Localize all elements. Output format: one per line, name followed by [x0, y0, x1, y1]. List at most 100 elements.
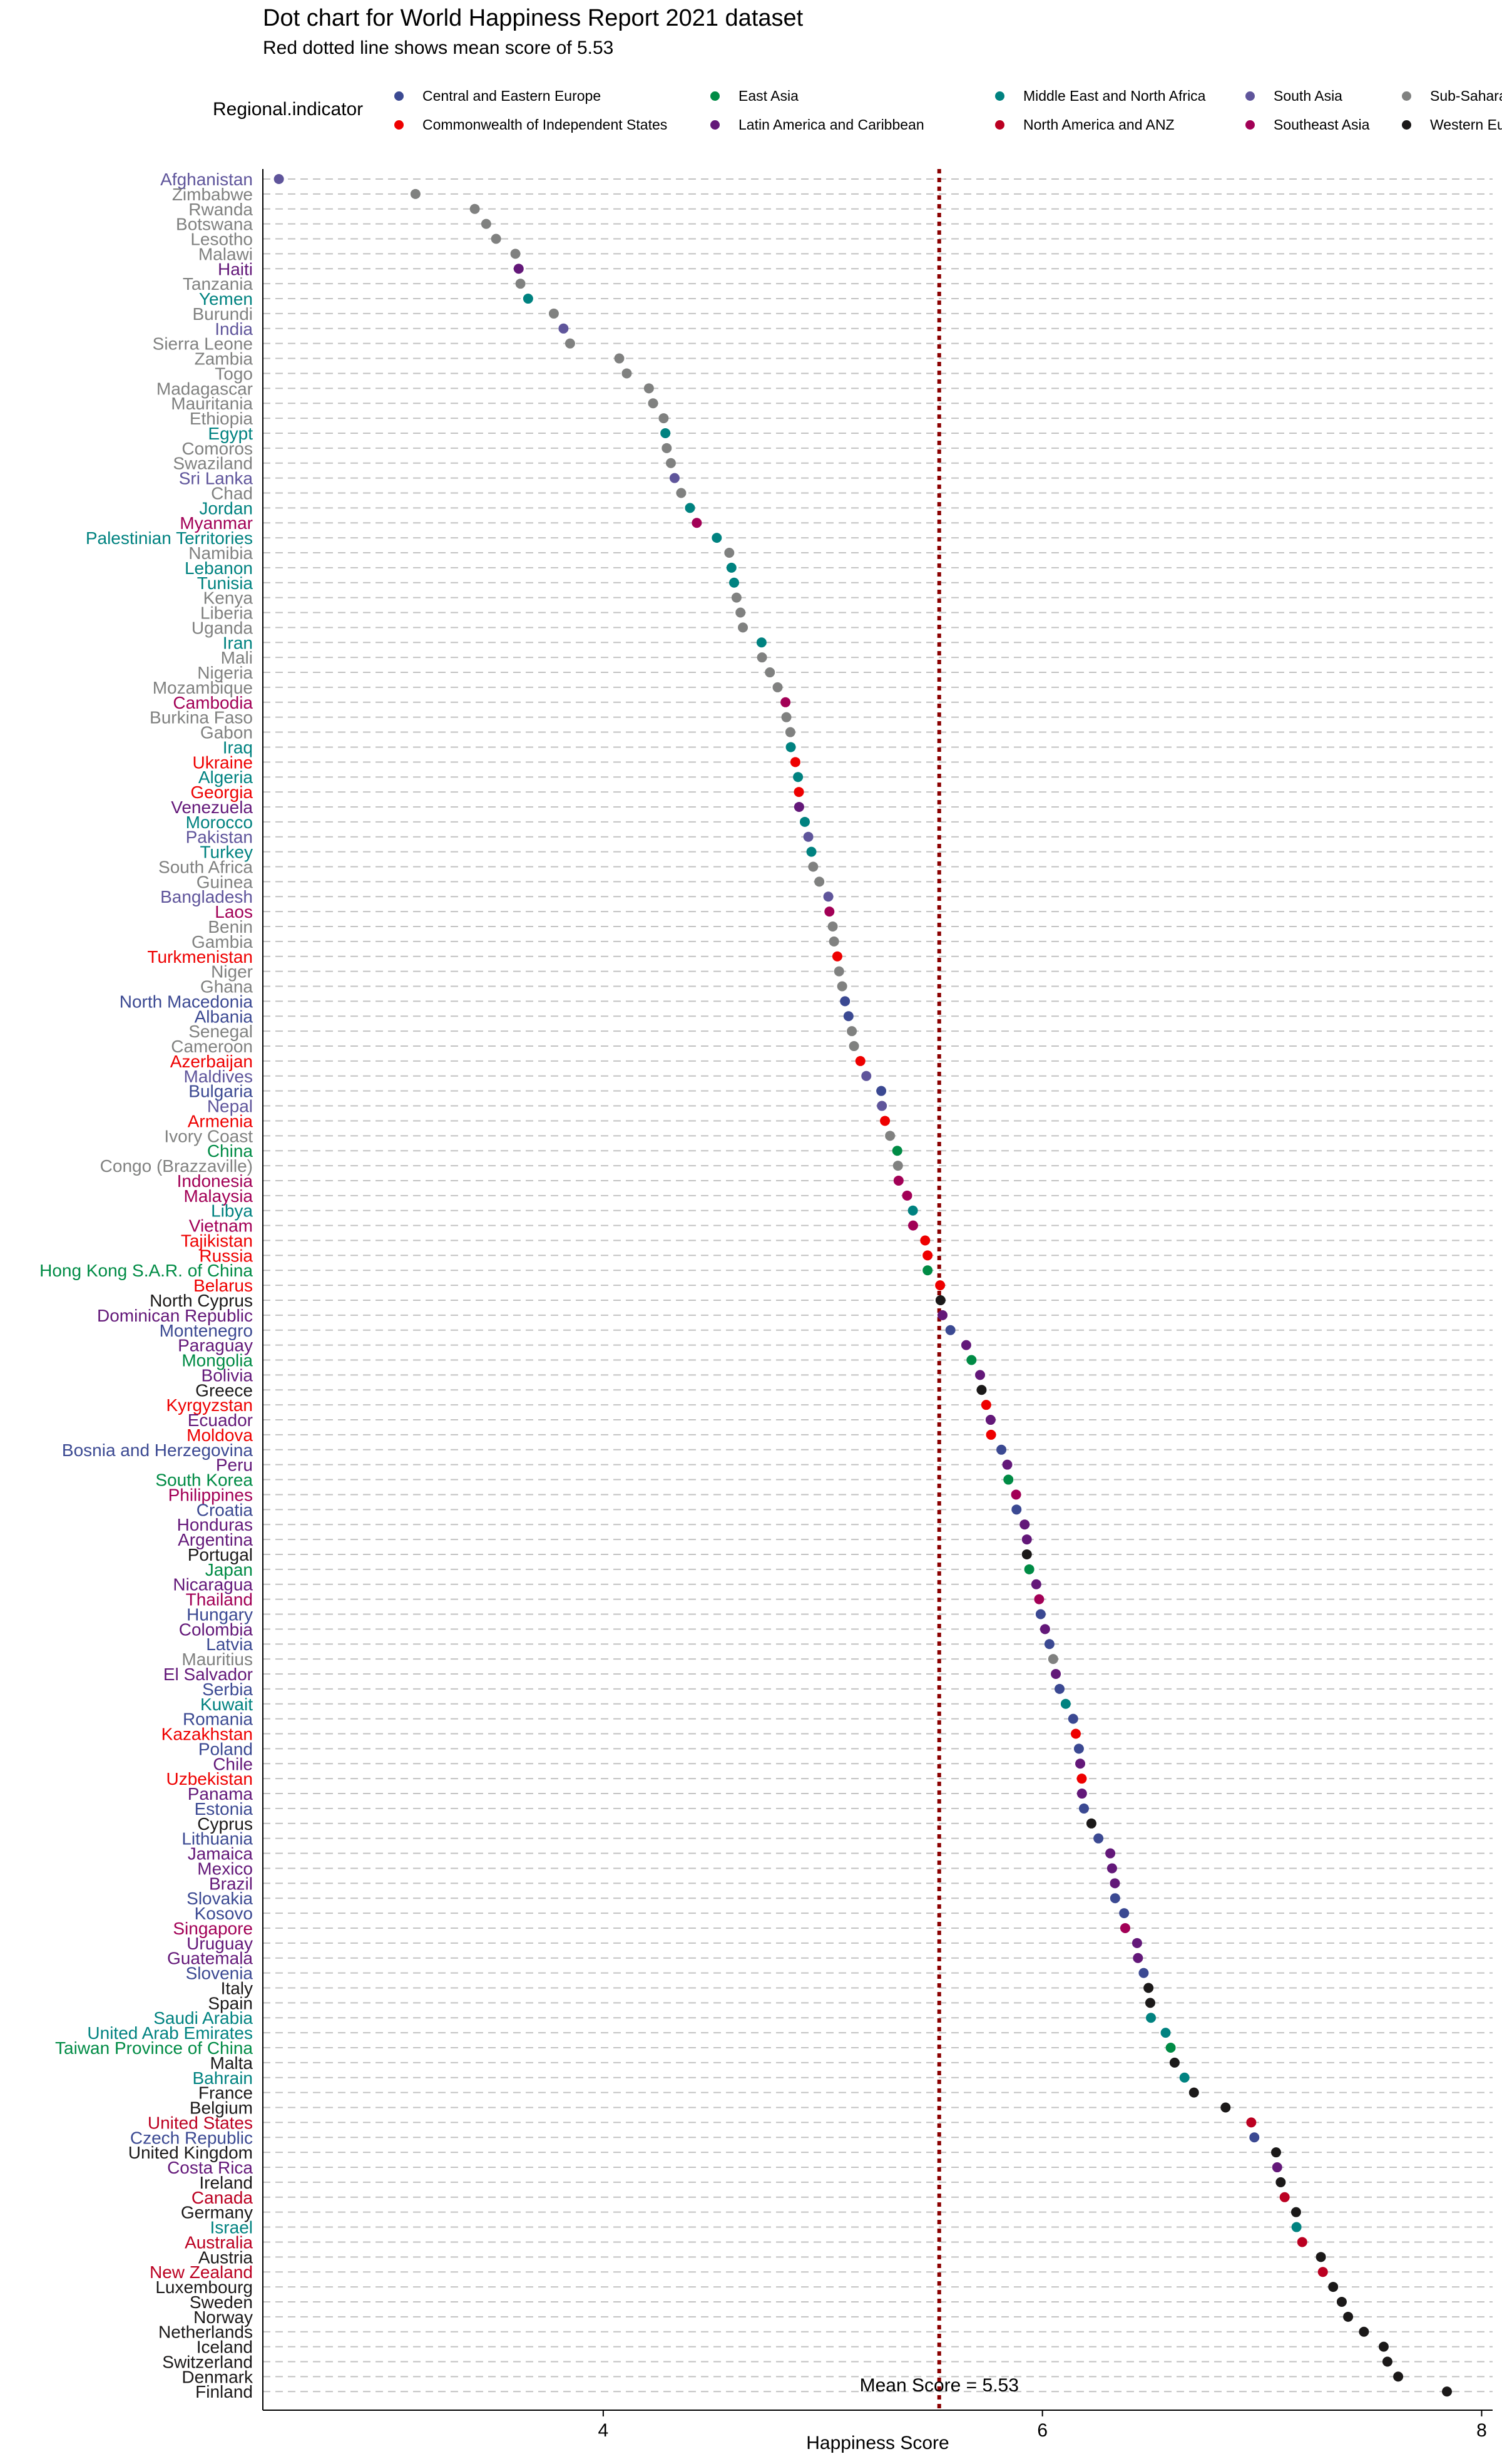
data-point [523, 294, 533, 304]
legend-item: Sub-Saharan Africa [1402, 88, 1502, 105]
country-label: Saudi Arabia [153, 2008, 253, 2028]
legend-label: North America and ANZ [1023, 116, 1175, 133]
data-point [1021, 1549, 1032, 1559]
country-label: Zambia [195, 349, 253, 369]
country-label: Netherlands [158, 2323, 253, 2342]
data-point [806, 846, 817, 857]
country-label: Mongolia [181, 1351, 253, 1370]
data-point [1328, 2282, 1339, 2292]
data-point [1246, 2117, 1257, 2128]
data-point [847, 1026, 857, 1037]
country-label: Bulgaria [188, 1082, 253, 1101]
country-label: Senegal [188, 1022, 253, 1041]
data-point [1317, 2267, 1328, 2277]
data-point [658, 413, 669, 424]
data-point [1110, 1878, 1120, 1889]
country-label: Nepal [207, 1097, 253, 1116]
data-point [1138, 1968, 1149, 1978]
country-label: Georgia [190, 783, 253, 802]
country-label: Zimbabwe [172, 185, 253, 204]
country-label: Australia [185, 2232, 253, 2252]
country-label: Ukraine [193, 752, 253, 772]
country-label: Mali [221, 648, 253, 667]
country-label: Taiwan Province of China [55, 2038, 253, 2058]
data-point [1071, 1728, 1081, 1739]
legend-swatch [710, 91, 720, 101]
country-label: Singapore [173, 1919, 253, 1938]
country-label: Italy [221, 1978, 253, 1998]
country-label: Ivory Coast [164, 1126, 253, 1146]
country-label: Ecuador [188, 1410, 253, 1430]
country-label: Luxembourg [155, 2277, 253, 2297]
legend-item: South Asia [1245, 88, 1342, 105]
data-point [676, 488, 687, 498]
data-point [902, 1190, 912, 1201]
data-point [877, 1101, 887, 1111]
country-label: Kenya [203, 588, 253, 608]
legend-title: Regional.indicator [213, 99, 364, 120]
country-label: Libya [211, 1201, 253, 1221]
country-label: South Korea [155, 1471, 253, 1490]
country-label: Hungary [186, 1604, 253, 1624]
data-point [935, 1295, 946, 1305]
data-point [849, 1041, 859, 1052]
data-point [892, 1161, 903, 1171]
data-point [665, 458, 676, 468]
data-point [726, 562, 737, 573]
country-label: Algeria [198, 767, 253, 787]
country-label: Slovakia [186, 1889, 253, 1908]
country-label: United Kingdom [128, 2143, 253, 2162]
data-point [985, 1415, 996, 1425]
legend-item: Commonwealth of Independent States [394, 116, 667, 133]
data-point [1003, 1474, 1014, 1485]
country-label: Morocco [186, 813, 253, 832]
data-point [548, 308, 559, 319]
data-point [975, 1370, 986, 1380]
data-point [1220, 2102, 1231, 2113]
country-label: Gabon [200, 723, 253, 742]
data-point [1249, 2132, 1260, 2143]
legend-item: Western Europe [1402, 116, 1502, 133]
data-point [794, 787, 804, 798]
x-axis-title: Happiness Score [806, 2433, 949, 2453]
data-point [1169, 2057, 1180, 2068]
country-label: Thailand [186, 1590, 253, 1609]
data-point [981, 1400, 991, 1410]
x-tick-label: 8 [1476, 2420, 1487, 2441]
data-point [1120, 1922, 1130, 1933]
country-label: Colombia [179, 1620, 253, 1639]
country-label: Togo [215, 364, 253, 383]
data-point [660, 428, 671, 438]
legend-label: Central and Eastern Europe [422, 88, 601, 104]
country-label: Chad [211, 483, 253, 503]
legend-swatch [1245, 91, 1255, 101]
country-label: Cameroon [171, 1037, 253, 1056]
data-point [1146, 2013, 1157, 2023]
country-label: Tajikistan [181, 1231, 253, 1250]
legend-label: Sub-Saharan Africa [1430, 88, 1502, 104]
country-label: Ghana [200, 977, 253, 997]
data-point [1024, 1564, 1035, 1574]
country-label: Paraguay [178, 1336, 253, 1355]
country-label: Dominican Republic [97, 1306, 253, 1325]
data-point [834, 966, 844, 977]
data-point [669, 473, 680, 483]
country-label: Namibia [188, 543, 253, 563]
country-label: Denmark [181, 2367, 253, 2386]
legend-label: Western Europe [1430, 116, 1502, 133]
data-point [937, 1310, 948, 1320]
chart-title: Dot chart for World Happiness Report 202… [263, 5, 804, 31]
data-point [824, 906, 835, 917]
country-label: Peru [216, 1455, 253, 1475]
data-point [1145, 1998, 1155, 2008]
data-point [1031, 1579, 1041, 1589]
data-point [780, 697, 791, 707]
country-label: Norway [193, 2307, 253, 2327]
country-label: Belgium [190, 2098, 253, 2118]
data-point [785, 742, 796, 752]
data-point [1019, 1519, 1030, 1530]
data-point [794, 801, 804, 812]
data-point [1078, 1803, 1089, 1814]
data-point [1055, 1683, 1065, 1694]
data-point [1060, 1698, 1071, 1709]
